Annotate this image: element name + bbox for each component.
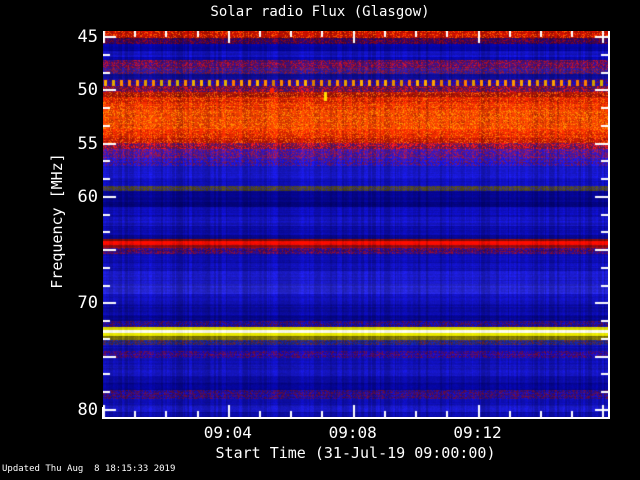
x-axis-title: Start Time (31-Jul-19 09:00:00) (215, 444, 496, 462)
plot-border-bottom (102, 417, 610, 419)
y-tick-label: 55 (77, 133, 98, 154)
y-tick-label: 60 (77, 186, 98, 207)
x-tick-label: 09:12 (453, 423, 502, 442)
x-tick-label: 09:04 (203, 423, 252, 442)
plot-border-right (608, 31, 610, 419)
x-tick-label: 09:08 (328, 423, 377, 442)
y-tick-label: 50 (77, 80, 98, 101)
y-tick-label: 45 (77, 27, 98, 47)
spectrogram-canvas (103, 31, 608, 417)
y-tick-label: 80 (77, 399, 98, 420)
y-tick-label: 70 (77, 293, 98, 314)
plot-title: Solar radio Flux (Glasgow) (210, 4, 430, 20)
plot-border-left-stub (102, 407, 104, 419)
update-timestamp: Updated Thu Aug 8 18:15:33 2019 (2, 464, 176, 474)
